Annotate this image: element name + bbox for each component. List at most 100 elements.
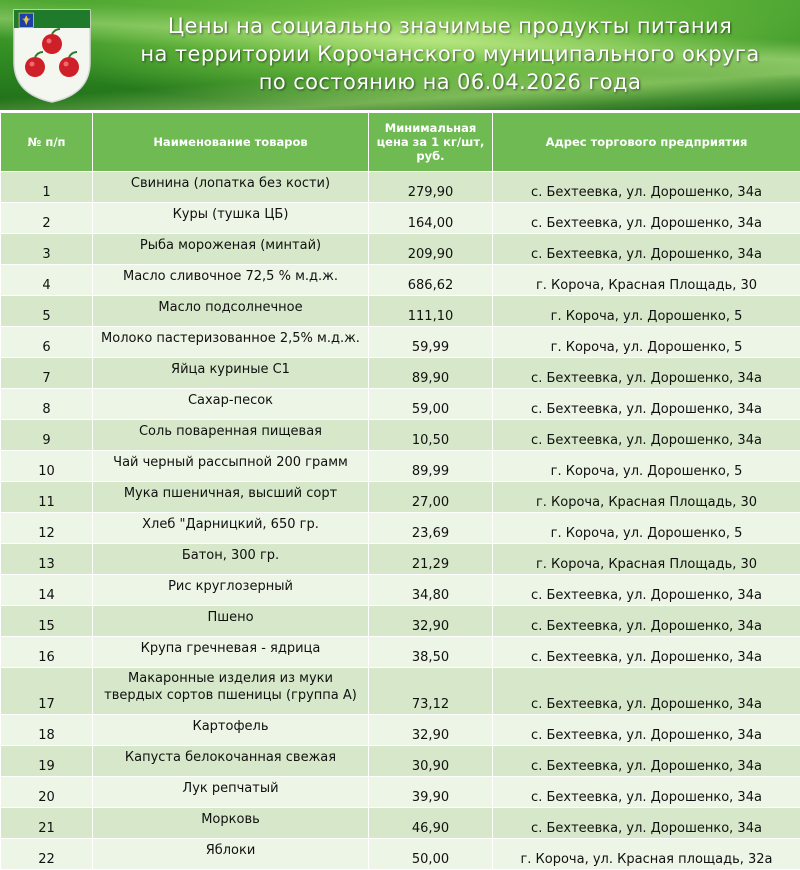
product-name-cell: Молоко пастеризованное 2,5% м.д.ж. bbox=[93, 327, 369, 358]
address-cell: с. Бехтеевка, ул. Дорошенко, 34а bbox=[493, 668, 800, 715]
price-cell: 39,90 bbox=[369, 777, 493, 808]
product-name-cell: Рис круглозерный bbox=[93, 575, 369, 606]
product-name-cell: Яблоки bbox=[93, 839, 369, 870]
price-cell: 50,00 bbox=[369, 839, 493, 870]
column-header-price: Минимальная цена за 1 кг/шт, руб. bbox=[369, 113, 493, 172]
row-number-cell: 14 bbox=[1, 575, 93, 606]
product-name-cell: Макаронные изделия из муки твердых сорто… bbox=[93, 668, 369, 715]
price-cell: 10,50 bbox=[369, 420, 493, 451]
product-name-cell: Яйца куриные С1 bbox=[93, 358, 369, 389]
address-cell: с. Бехтеевка, ул. Дорошенко, 34а bbox=[493, 575, 800, 606]
address-cell: с. Бехтеевка, ул. Дорошенко, 34а bbox=[493, 808, 800, 839]
title-line-2: на территории Корочанского муниципальног… bbox=[100, 40, 800, 68]
address-cell: г. Короча, ул. Красная площадь, 32а bbox=[493, 839, 800, 870]
address-cell: с. Бехтеевка, ул. Дорошенко, 34а bbox=[493, 746, 800, 777]
product-name-cell: Масло подсолнечное bbox=[93, 296, 369, 327]
table-header-row: № п/п Наименование товаров Минимальная ц… bbox=[1, 113, 800, 172]
header-banner: Цены на социально значимые продукты пита… bbox=[0, 0, 800, 110]
product-name-cell: Батон, 300 гр. bbox=[93, 544, 369, 575]
product-name-cell: Хлеб "Дарницкий, 650 гр. bbox=[93, 513, 369, 544]
price-cell: 38,50 bbox=[369, 637, 493, 668]
product-name-cell: Мука пшеничная, высший сорт bbox=[93, 482, 369, 513]
product-name-cell: Морковь bbox=[93, 808, 369, 839]
address-cell: г. Короча, ул. Дорошенко, 5 bbox=[493, 451, 800, 482]
price-cell: 30,90 bbox=[369, 746, 493, 777]
price-cell: 27,00 bbox=[369, 482, 493, 513]
product-name-cell: Рыба мороженая (минтай) bbox=[93, 234, 369, 265]
row-number-cell: 13 bbox=[1, 544, 93, 575]
product-name-cell: Пшено bbox=[93, 606, 369, 637]
row-number-cell: 10 bbox=[1, 451, 93, 482]
product-name-cell: Масло сливочное 72,5 % м.д.ж. bbox=[93, 265, 369, 296]
address-cell: с. Бехтеевка, ул. Дорошенко, 34а bbox=[493, 203, 800, 234]
address-cell: г. Короча, Красная Площадь, 30 bbox=[493, 265, 800, 296]
address-cell: г. Короча, Красная Площадь, 30 bbox=[493, 482, 800, 513]
price-table: № п/п Наименование товаров Минимальная ц… bbox=[0, 112, 800, 870]
row-number-cell: 22 bbox=[1, 839, 93, 870]
row-number-cell: 12 bbox=[1, 513, 93, 544]
row-number-cell: 21 bbox=[1, 808, 93, 839]
address-cell: с. Бехтеевка, ул. Дорошенко, 34а bbox=[493, 777, 800, 808]
price-cell: 686,62 bbox=[369, 265, 493, 296]
price-cell: 209,90 bbox=[369, 234, 493, 265]
product-name-cell: Лук репчатый bbox=[93, 777, 369, 808]
price-cell: 279,90 bbox=[369, 172, 493, 203]
title-line-1: Цены на социально значимые продукты пита… bbox=[100, 12, 800, 40]
product-name-cell: Крупа гречневая - ядрица bbox=[93, 637, 369, 668]
price-cell: 23,69 bbox=[369, 513, 493, 544]
price-cell: 59,00 bbox=[369, 389, 493, 420]
price-cell: 32,90 bbox=[369, 606, 493, 637]
row-number-cell: 7 bbox=[1, 358, 93, 389]
row-number-cell: 4 bbox=[1, 265, 93, 296]
address-cell: г. Короча, ул. Дорошенко, 5 bbox=[493, 513, 800, 544]
row-number-cell: 6 bbox=[1, 327, 93, 358]
row-number-cell: 18 bbox=[1, 715, 93, 746]
price-cell: 21,29 bbox=[369, 544, 493, 575]
row-number-cell: 8 bbox=[1, 389, 93, 420]
product-name-cell: Чай черный рассыпной 200 грамм bbox=[93, 451, 369, 482]
price-cell: 89,99 bbox=[369, 451, 493, 482]
address-cell: с. Бехтеевка, ул. Дорошенко, 34а bbox=[493, 358, 800, 389]
price-cell: 59,99 bbox=[369, 327, 493, 358]
address-cell: с. Бехтеевка, ул. Дорошенко, 34а bbox=[493, 172, 800, 203]
row-number-cell: 5 bbox=[1, 296, 93, 327]
address-cell: с. Бехтеевка, ул. Дорошенко, 34а bbox=[493, 637, 800, 668]
title-line-3: по состоянию на 06.04.2026 года bbox=[100, 68, 800, 96]
row-number-cell: 16 bbox=[1, 637, 93, 668]
column-header-number: № п/п bbox=[1, 113, 93, 172]
row-number-cell: 3 bbox=[1, 234, 93, 265]
row-number-cell: 19 bbox=[1, 746, 93, 777]
price-cell: 34,80 bbox=[369, 575, 493, 606]
product-name-cell: Картофель bbox=[93, 715, 369, 746]
price-table-container: № п/п Наименование товаров Минимальная ц… bbox=[0, 112, 800, 800]
row-number-cell: 1 bbox=[1, 172, 93, 203]
address-cell: с. Бехтеевка, ул. Дорошенко, 34а bbox=[493, 389, 800, 420]
product-name-cell: Соль поваренная пищевая bbox=[93, 420, 369, 451]
row-number-cell: 17 bbox=[1, 668, 93, 715]
address-cell: с. Бехтеевка, ул. Дорошенко, 34а bbox=[493, 715, 800, 746]
product-name-cell: Куры (тушка ЦБ) bbox=[93, 203, 369, 234]
address-cell: с. Бехтеевка, ул. Дорошенко, 34а bbox=[493, 420, 800, 451]
product-name-cell: Капуста белокочанная свежая bbox=[93, 746, 369, 777]
address-cell: г. Короча, Красная Площадь, 30 bbox=[493, 544, 800, 575]
row-number-cell: 9 bbox=[1, 420, 93, 451]
page-title: Цены на социально значимые продукты пита… bbox=[100, 12, 800, 96]
product-name-cell: Свинина (лопатка без кости) bbox=[93, 172, 369, 203]
